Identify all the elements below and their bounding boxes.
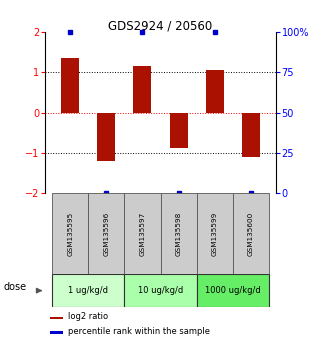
Bar bbox=[125, 274, 196, 307]
Text: 10 ug/kg/d: 10 ug/kg/d bbox=[138, 286, 183, 295]
Text: 1000 ug/kg/d: 1000 ug/kg/d bbox=[205, 286, 261, 295]
Text: GSM135597: GSM135597 bbox=[139, 212, 145, 256]
Bar bbox=[49, 331, 64, 334]
Bar bbox=[52, 274, 124, 307]
Bar bbox=[206, 70, 224, 113]
Bar bbox=[125, 193, 160, 274]
Bar bbox=[88, 193, 125, 274]
Bar bbox=[134, 66, 152, 113]
Text: GSM135598: GSM135598 bbox=[176, 212, 182, 256]
Text: percentile rank within the sample: percentile rank within the sample bbox=[68, 327, 210, 336]
Bar bbox=[52, 193, 88, 274]
Bar bbox=[196, 274, 269, 307]
Text: 1 ug/kg/d: 1 ug/kg/d bbox=[68, 286, 108, 295]
Bar bbox=[242, 113, 260, 157]
Text: GSM135599: GSM135599 bbox=[212, 212, 218, 256]
Bar bbox=[49, 316, 64, 320]
Text: GSM135600: GSM135600 bbox=[248, 212, 254, 256]
Bar bbox=[160, 193, 196, 274]
Bar bbox=[169, 113, 187, 148]
Bar bbox=[233, 193, 269, 274]
Bar bbox=[97, 113, 115, 161]
Bar bbox=[196, 193, 233, 274]
Text: GDS2924 / 20560: GDS2924 / 20560 bbox=[108, 19, 213, 33]
Text: dose: dose bbox=[3, 282, 26, 292]
Text: GSM135595: GSM135595 bbox=[67, 212, 73, 256]
Text: GSM135596: GSM135596 bbox=[103, 212, 109, 256]
Bar bbox=[61, 58, 79, 113]
Text: log2 ratio: log2 ratio bbox=[68, 312, 108, 321]
